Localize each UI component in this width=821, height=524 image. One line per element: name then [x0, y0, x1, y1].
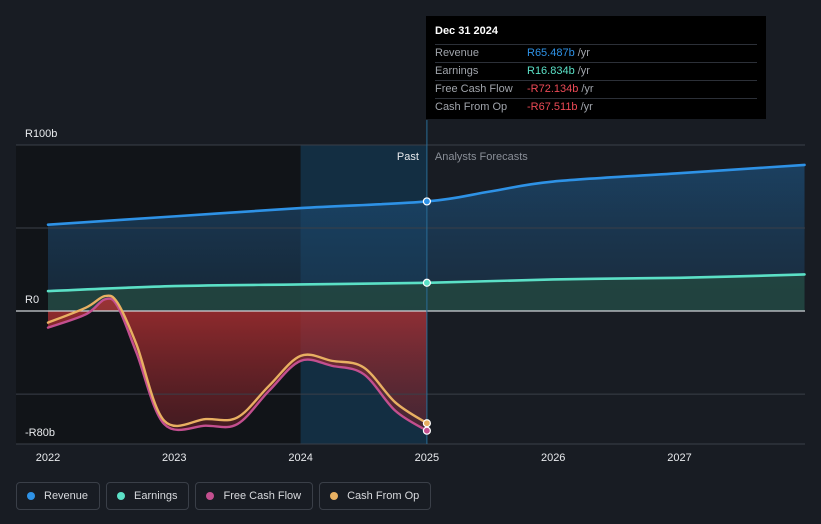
tooltip-unit: /yr	[580, 101, 593, 113]
tooltip-unit: /yr	[581, 83, 594, 95]
x-tick-label: 2022	[36, 452, 60, 464]
legend-label: Earnings	[134, 490, 178, 502]
highlight-point	[422, 426, 431, 435]
tooltip-label: Revenue	[435, 47, 480, 59]
legend-dot-icon	[330, 492, 339, 500]
y-tick-label: R100b	[25, 128, 57, 140]
x-tick-label: 2026	[541, 452, 565, 464]
cash-from-op-line	[46, 294, 429, 428]
x-tick-label: 2024	[288, 452, 312, 464]
tooltip-row-cash-from-op: Cash From Op -R67.511b /yr	[435, 98, 757, 116]
y-tick-label: -R80b	[25, 427, 55, 439]
legend: Revenue Earnings Free Cash Flow Cash Fro…	[16, 482, 432, 510]
tooltip-label: Earnings	[435, 65, 479, 77]
highlight-point	[422, 197, 431, 206]
highlight-point	[422, 278, 431, 287]
tooltip-value: R65.487b	[527, 47, 575, 59]
tooltip-value: -R67.511b	[527, 101, 578, 113]
earnings-area	[48, 274, 805, 311]
x-tick-label: 2027	[667, 452, 691, 464]
tooltip-unit: /yr	[577, 65, 590, 77]
tooltip-label: Free Cash Flow	[435, 83, 513, 95]
tooltip-unit: /yr	[577, 47, 590, 59]
chart: R100b R0 -R80b 2022 2023 2024 2025 2026 2027 Past…	[16, 120, 806, 464]
revenue-line	[46, 163, 806, 226]
legend-label: Revenue	[44, 490, 89, 502]
tooltip-value: -R72.134b	[527, 83, 579, 95]
x-tick-label: 2025	[415, 452, 439, 464]
legend-item-earnings[interactable]: Earnings	[106, 482, 190, 510]
tooltip-date: Dec 31 2024	[435, 25, 498, 37]
tooltip-value: R16.834b	[527, 65, 575, 77]
legend-dot-icon	[117, 492, 126, 500]
past-label: Past	[397, 151, 419, 163]
legend-item-revenue[interactable]: Revenue	[16, 482, 101, 510]
legend-label: Cash From Op	[347, 490, 420, 502]
legend-item-free-cash-flow[interactable]: Free Cash Flow	[195, 482, 314, 510]
legend-item-cash-from-op[interactable]: Cash From Op	[319, 482, 432, 510]
y-tick-label: R0	[25, 294, 39, 306]
highlight-point	[422, 419, 431, 428]
x-tick-label: 2023	[162, 452, 186, 464]
tooltip-row-free-cash-flow: Free Cash Flow -R72.134b /yr	[435, 80, 757, 98]
legend-label: Free Cash Flow	[223, 490, 302, 502]
legend-dot-icon	[206, 492, 215, 500]
revenue-area	[48, 164, 805, 311]
forecast-label: Analysts Forecasts	[435, 151, 528, 163]
tooltip-row-revenue: Revenue R65.487b /yr	[435, 44, 757, 62]
legend-dot-icon	[27, 492, 35, 500]
tooltip-row-earnings: Earnings R16.834b /yr	[435, 62, 757, 80]
tooltip: Dec 31 2024 Revenue R65.487b /yr Earning…	[426, 16, 766, 119]
cash-flow-area	[48, 298, 427, 431]
tooltip-label: Cash From Op	[435, 101, 508, 113]
free-cash-flow-line	[46, 297, 429, 432]
